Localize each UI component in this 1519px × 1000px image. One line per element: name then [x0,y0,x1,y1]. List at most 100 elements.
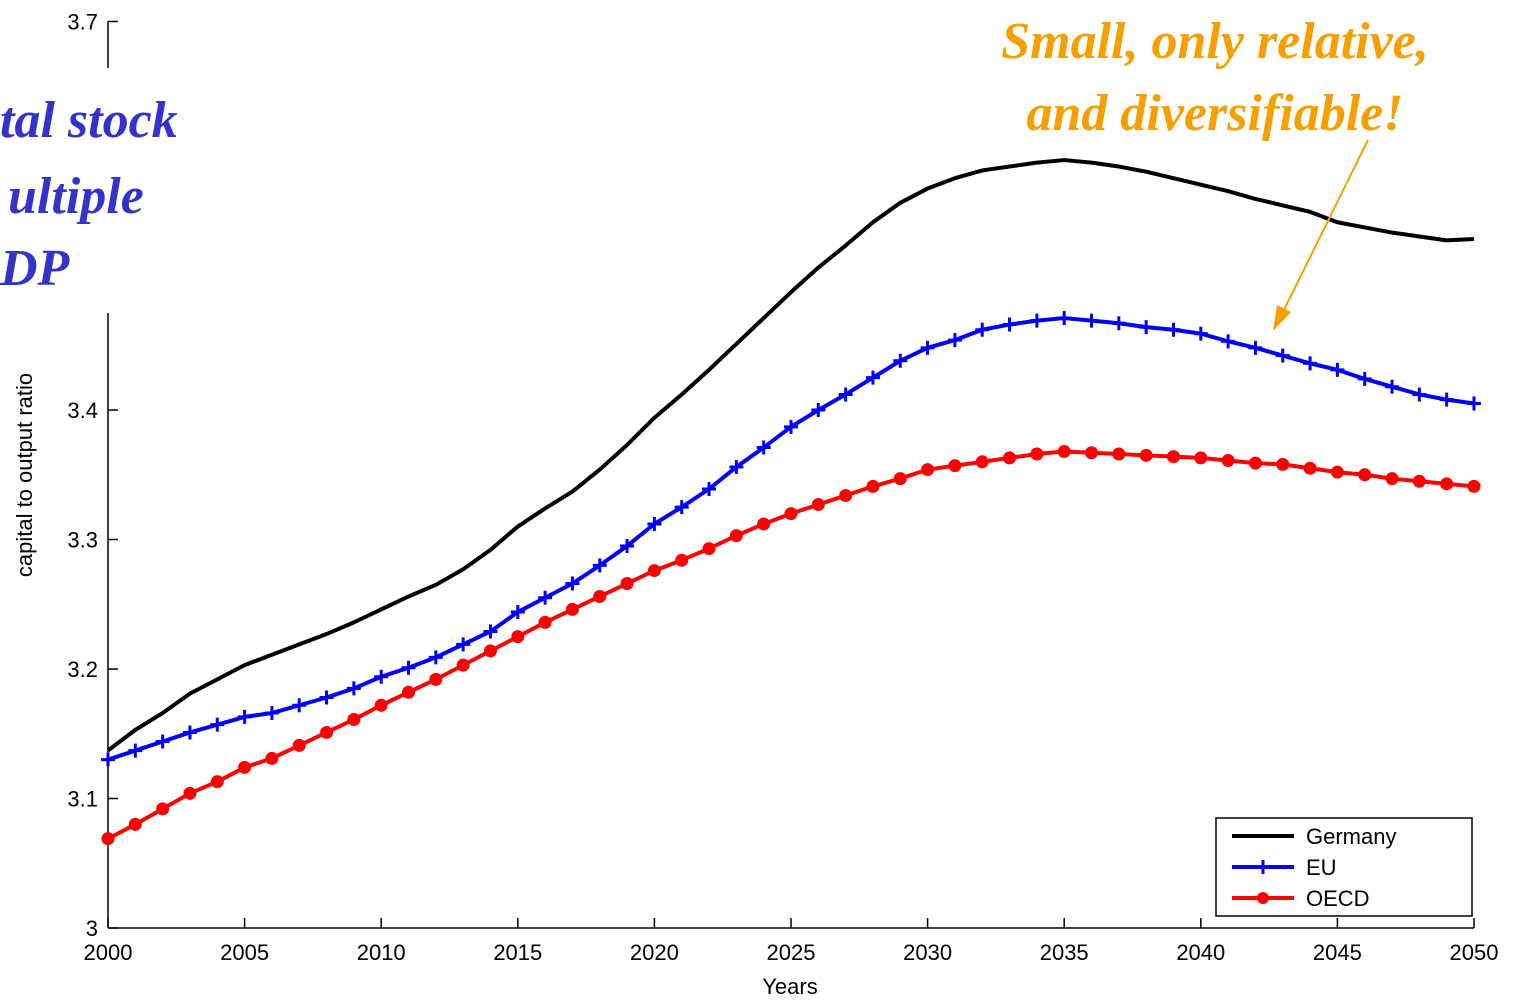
plus-marker [1412,387,1427,402]
circle-marker [402,685,416,699]
plus-marker [319,690,334,705]
plus-marker [428,650,443,665]
plus-marker [1385,379,1400,394]
plus-marker [264,706,279,721]
circle-marker [374,698,388,712]
annotation-text: and diversifiable! [1027,85,1404,142]
plus-marker [1084,313,1099,328]
overlay-box [0,68,215,313]
circle-marker [1412,474,1426,488]
overlay-text: DP [0,240,71,297]
plus-marker [947,333,962,348]
plus-marker [811,403,826,417]
plus-marker [1111,316,1126,331]
y-tick-label: 3.1 [67,787,98,812]
circle-marker [1139,448,1153,462]
plus-marker [865,370,880,385]
plus-marker [538,590,553,605]
circle-marker [975,455,989,469]
legend-label: OECD [1306,886,1370,911]
circle-marker [1194,451,1208,465]
legend-label: Germany [1306,824,1396,849]
circle-marker [1112,447,1126,461]
circle-marker [292,738,306,752]
plus-marker [101,752,115,767]
circle-marker [1085,446,1099,460]
x-tick-label: 2040 [1176,940,1225,965]
plus-marker [456,637,471,652]
circle-marker [729,529,743,543]
circle-marker [839,488,853,502]
circle-marker [1166,450,1180,464]
circle-marker [948,459,962,473]
x-tick-label: 2020 [630,940,679,965]
legend-marker [1256,860,1270,874]
legend-label: EU [1306,855,1337,880]
y-tick-label: 3.4 [67,398,98,423]
plus-marker [1467,396,1481,411]
circle-marker [1276,457,1290,471]
x-axis-label: Years [762,974,817,999]
circle-marker [593,589,607,603]
y-axis-label: capital to output ratio [12,373,37,577]
x-tick-label: 2015 [493,940,542,965]
plus-marker [838,387,853,402]
circle-marker [238,760,252,774]
y-tick-label: 3.2 [67,657,98,682]
plus-marker [1439,392,1454,407]
plus-marker [182,725,197,740]
plus-marker [1029,313,1044,328]
plus-marker [237,709,252,724]
legend-marker [1257,892,1269,904]
circle-marker [620,577,634,591]
circle-marker [675,553,689,567]
circle-marker [921,463,935,477]
plus-marker [292,698,307,713]
x-tick-label: 2030 [903,940,952,965]
circle-marker [1057,444,1071,458]
circle-marker [1248,456,1262,470]
plus-marker [401,660,416,675]
x-tick-label: 2005 [220,940,269,965]
plus-marker [1303,356,1318,371]
plus-marker [565,576,580,591]
circle-marker [757,517,771,531]
circle-marker [811,498,825,512]
circle-marker [347,713,361,727]
x-tick-label: 2045 [1313,940,1362,965]
circle-marker [647,564,661,578]
plus-marker [1221,334,1236,349]
plus-marker [674,500,689,515]
circle-marker [183,786,197,800]
plus-marker [1166,322,1181,337]
circle-marker [128,817,142,831]
circle-marker [702,542,716,556]
plus-marker [592,558,607,573]
circle-marker [538,615,552,629]
circle-marker [1467,479,1481,493]
circle-marker [456,658,470,672]
x-tick-label: 2025 [767,940,816,965]
plus-marker [647,516,662,531]
plus-marker [975,322,990,337]
plus-marker [1330,362,1345,377]
y-tick-label: 3 [86,916,98,941]
annotation-text: Small, only relative, [1001,13,1429,70]
plus-marker [1193,326,1208,341]
plus-marker [374,669,389,684]
plus-marker [1139,320,1154,335]
circle-marker [565,602,579,616]
circle-marker [1303,461,1317,475]
circle-marker [1221,454,1235,468]
y-tick-label: 3.3 [67,528,98,553]
overlay-text: tal stock [0,92,178,149]
circle-marker [320,725,334,739]
plus-marker [346,681,361,696]
circle-marker [784,507,798,521]
plus-marker [128,743,143,758]
y-tick-label: 3.7 [67,10,98,35]
x-tick-label: 2050 [1450,940,1499,965]
circle-marker [1358,468,1372,482]
circle-marker [101,832,115,846]
